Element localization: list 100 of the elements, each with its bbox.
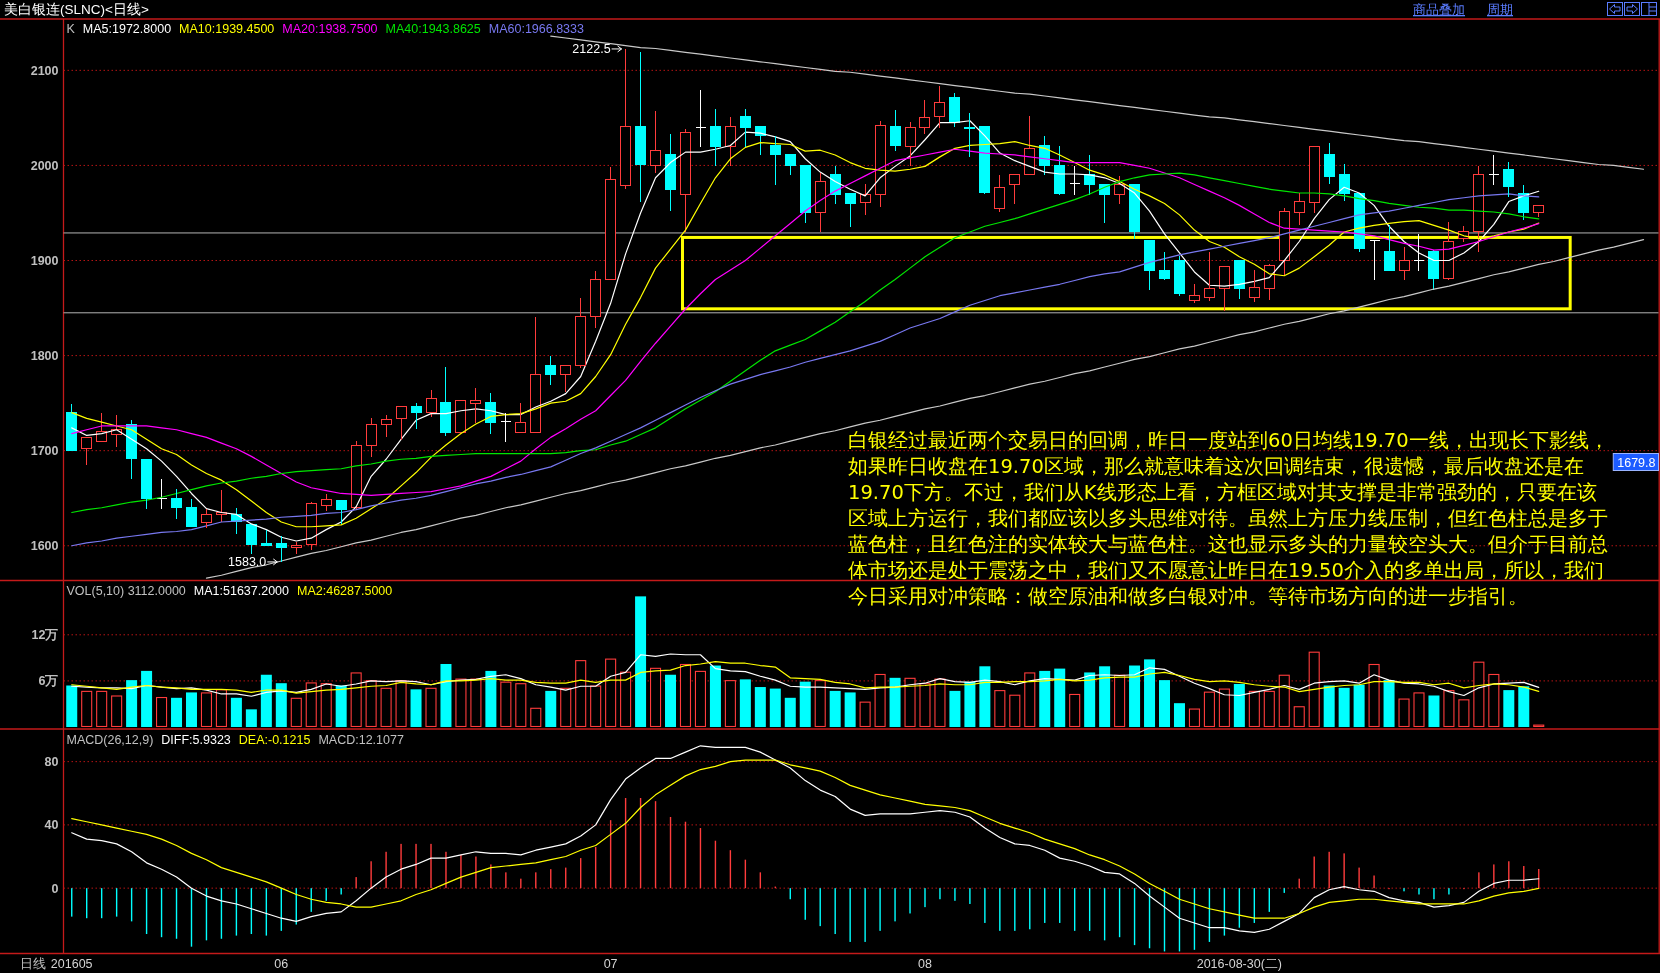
bar	[81, 690, 93, 727]
y-tick-label: 6万	[38, 674, 59, 689]
bar	[1024, 672, 1036, 727]
text: MA1:51637.2000	[193, 584, 290, 598]
candlestick	[875, 120, 886, 207]
chart-title: 美白银连(SLNC)<日线>	[4, 2, 149, 17]
candlestick	[605, 166, 616, 280]
candlestick	[455, 400, 466, 433]
candlestick	[815, 172, 826, 232]
bar	[605, 658, 617, 727]
bar	[665, 674, 677, 727]
candlestick	[994, 174, 1005, 212]
bar	[679, 663, 692, 727]
bar	[859, 701, 871, 727]
candlestick	[291, 541, 302, 554]
candlestick	[1069, 165, 1080, 195]
bar	[1159, 680, 1171, 727]
bar	[919, 683, 931, 727]
bar	[66, 685, 78, 727]
candlestick	[321, 493, 332, 511]
candlestick	[934, 85, 945, 128]
bar	[200, 692, 213, 727]
candlestick	[1339, 163, 1350, 201]
candlestick	[1443, 221, 1454, 280]
x-tick-label: 2016-08-30(二)	[1196, 957, 1282, 971]
candlestick	[575, 297, 586, 368]
candlestick	[381, 414, 392, 437]
candlestick	[1369, 240, 1380, 280]
text: DIFF:5.9323	[161, 733, 231, 747]
bar	[230, 697, 242, 727]
line-series	[550, 35, 1645, 170]
candlestick	[545, 355, 556, 385]
y-tick-label: 1600	[30, 539, 59, 554]
bar	[515, 683, 527, 727]
bar	[1518, 686, 1530, 727]
candlestick	[201, 508, 212, 528]
y-tick-label: 1800	[30, 349, 59, 364]
candlestick	[635, 51, 646, 202]
bar	[530, 707, 542, 727]
candlestick	[156, 478, 167, 509]
candlestick	[800, 165, 811, 223]
bar	[1368, 663, 1380, 727]
candlestick	[500, 412, 511, 442]
bar	[425, 687, 437, 727]
bar	[1114, 674, 1126, 727]
bar	[560, 687, 572, 727]
x-tick-label: 06	[274, 957, 289, 971]
bar	[455, 678, 467, 727]
candlestick	[171, 488, 182, 519]
bar	[1398, 698, 1410, 727]
candlestick	[1473, 165, 1484, 252]
candlestick	[695, 89, 706, 147]
text: MA20:1938.7500	[282, 22, 378, 36]
bar	[769, 688, 781, 727]
candlestick	[186, 498, 197, 527]
candlestick	[141, 459, 152, 509]
text: MA10:1939.4500	[179, 22, 275, 36]
bar	[829, 690, 841, 727]
bar	[1263, 690, 1275, 727]
bar	[844, 692, 856, 727]
bar	[335, 685, 347, 727]
candlestick	[1009, 174, 1020, 204]
candlestick	[351, 440, 362, 509]
candlestick	[1384, 224, 1395, 271]
candlestick	[680, 128, 691, 232]
bar	[1218, 688, 1230, 727]
bar	[470, 678, 482, 727]
candlestick	[860, 183, 871, 215]
candlestick	[665, 133, 676, 211]
text: 商品叠加	[1413, 2, 1465, 17]
text: MA2:46287.5000	[297, 584, 393, 598]
line-series	[71, 759, 1540, 919]
candlestick	[710, 108, 721, 166]
bar	[620, 671, 632, 727]
bar	[275, 683, 287, 727]
candlestick	[66, 403, 77, 451]
bar	[290, 697, 302, 727]
bar	[141, 670, 153, 727]
bar	[485, 670, 497, 727]
bar	[889, 677, 901, 727]
x-axis-title: 日线	[20, 957, 46, 971]
candlestick	[1174, 255, 1185, 296]
candlestick	[1219, 266, 1230, 311]
bar	[1488, 673, 1500, 727]
candlestick	[919, 99, 930, 134]
bar	[904, 677, 916, 727]
candlestick	[905, 121, 916, 166]
bar	[96, 690, 108, 727]
bar	[1308, 651, 1320, 727]
bar	[1039, 670, 1051, 727]
bar	[1129, 665, 1141, 727]
candlestick	[1249, 269, 1260, 302]
bar	[694, 670, 706, 727]
x-tick-label: 201605	[50, 957, 93, 971]
bar	[1353, 684, 1365, 727]
bar	[1443, 690, 1455, 727]
legend-title: VOL(5,10) 3112.0000	[66, 584, 186, 598]
bar	[724, 680, 736, 727]
bar	[545, 690, 557, 727]
bar	[1338, 687, 1350, 727]
